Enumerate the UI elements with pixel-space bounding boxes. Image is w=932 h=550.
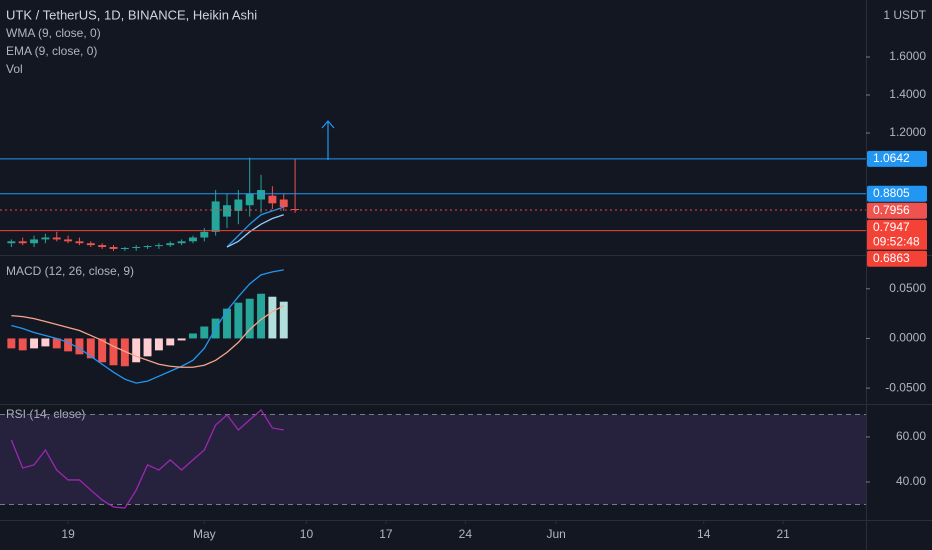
candle-body xyxy=(211,201,220,232)
candle-body xyxy=(223,205,231,217)
histogram-bar xyxy=(64,338,73,352)
symbol-title: UTK / TetherUS, 1D, BINANCE, Heikin Ashi xyxy=(6,7,257,22)
y-tick-label: -0.0500 xyxy=(885,380,926,394)
candle-body xyxy=(64,239,73,242)
histogram-bar xyxy=(98,338,107,363)
histogram-bar xyxy=(223,308,231,339)
candle-body xyxy=(30,239,39,244)
price-label: 1.0642 xyxy=(873,151,910,165)
indicator-legend: EMA (9, close, 0) xyxy=(6,44,97,58)
histogram-bar xyxy=(143,338,152,357)
y-tick-label: 0.0000 xyxy=(889,331,926,345)
price-label-box xyxy=(867,202,927,219)
price-label-box xyxy=(867,150,927,167)
countdown-box xyxy=(867,234,927,250)
histogram-bar xyxy=(75,338,84,355)
price-label-box xyxy=(867,219,927,236)
candle-body xyxy=(154,245,163,247)
price-label: 0.7947 xyxy=(873,220,910,234)
histogram-bar xyxy=(86,338,95,359)
price-label: 0.6863 xyxy=(873,251,910,265)
macd-line xyxy=(11,305,285,368)
macd-line xyxy=(11,269,284,384)
x-tick-label: 14 xyxy=(697,527,711,541)
y-tick-label: 1.2000 xyxy=(889,125,926,139)
x-tick-label: 24 xyxy=(459,527,473,541)
candle-body xyxy=(75,241,84,244)
candle-body xyxy=(120,247,129,249)
price-label-box xyxy=(867,185,927,202)
price-label: 0.7956 xyxy=(873,203,910,217)
histogram-bar xyxy=(52,338,61,349)
y-tick-label: 60.00 xyxy=(896,429,926,443)
histogram-bar xyxy=(257,293,266,339)
x-tick-label: 19 xyxy=(61,527,75,541)
rsi-band xyxy=(0,414,866,505)
candle-body xyxy=(268,195,277,204)
histogram-bar xyxy=(41,338,50,347)
indicator-legend: WMA (9, close, 0) xyxy=(6,26,101,40)
histogram-bar xyxy=(166,338,175,346)
histogram-bar xyxy=(200,326,209,339)
macd-title: MACD (12, 26, close, 9) xyxy=(6,264,134,278)
x-tick-label: Jun xyxy=(546,527,565,541)
candle-body xyxy=(257,190,266,200)
candle-body xyxy=(132,247,141,249)
x-tick-label: 10 xyxy=(300,527,314,541)
histogram-bar xyxy=(154,338,163,351)
histogram-bar xyxy=(30,338,39,349)
histogram-bar xyxy=(268,296,277,339)
candle-body xyxy=(291,209,300,211)
indicator-legend: Vol xyxy=(6,62,23,76)
histogram-bar xyxy=(7,338,16,349)
candle-body xyxy=(234,199,243,211)
y-tick-label: 0.0500 xyxy=(889,281,926,295)
candle-body xyxy=(109,247,118,249)
histogram-bar xyxy=(234,302,243,339)
candle-body xyxy=(166,243,175,246)
candle-body xyxy=(143,246,152,248)
axis-unit: 1 USDT xyxy=(883,8,926,22)
histogram-bar xyxy=(132,338,141,363)
histogram-bar xyxy=(279,301,288,339)
moving-average-line xyxy=(226,214,284,248)
candle-body xyxy=(245,193,254,206)
candle-body xyxy=(177,241,186,244)
price-label: 0.8805 xyxy=(873,186,910,200)
x-tick-label: 21 xyxy=(776,527,790,541)
histogram-bar xyxy=(109,338,118,366)
histogram-bar xyxy=(188,333,197,339)
candle-body xyxy=(7,241,16,244)
histogram-bar xyxy=(18,338,27,351)
candle-body xyxy=(200,231,209,238)
candle-body xyxy=(279,199,288,208)
moving-average-line xyxy=(226,206,284,248)
candle-body xyxy=(86,243,95,246)
candle-body xyxy=(18,241,27,244)
histogram-bar xyxy=(120,338,129,367)
countdown: 09:52:48 xyxy=(873,234,920,248)
candle-body xyxy=(41,237,50,240)
histogram-bar xyxy=(245,298,254,339)
x-tick-label: May xyxy=(193,527,216,541)
y-tick-label: 1.6000 xyxy=(889,49,926,63)
candle-body xyxy=(98,245,107,248)
arrow-drawing xyxy=(321,120,335,160)
rsi-line xyxy=(10,408,284,509)
x-tick-label: 17 xyxy=(379,527,393,541)
price-label-box xyxy=(867,250,927,267)
candle-body xyxy=(188,237,197,242)
y-tick-label: 1.4000 xyxy=(889,87,926,101)
histogram-bar xyxy=(177,338,186,341)
candle-body xyxy=(52,237,61,240)
y-tick-label: 40.00 xyxy=(896,474,926,488)
